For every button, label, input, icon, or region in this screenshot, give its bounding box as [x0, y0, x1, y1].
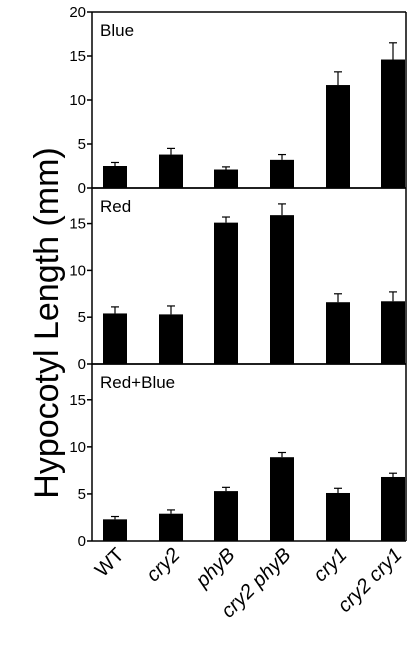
bar: [159, 314, 183, 364]
y-tick-label: 15: [69, 392, 86, 409]
y-tick-label: 15: [69, 48, 86, 65]
y-tick-label: 20: [69, 4, 86, 21]
category-label: WT: [91, 544, 129, 582]
bar: [159, 155, 183, 188]
bar: [270, 160, 294, 188]
category-label: cry2: [142, 544, 184, 586]
panel-title: Red+Blue: [100, 373, 175, 392]
y-tick-label: 10: [69, 262, 86, 279]
y-tick-label: 10: [69, 92, 86, 109]
bar: [214, 223, 238, 364]
y-tick-label: 5: [78, 486, 86, 503]
bar: [326, 493, 350, 541]
bar: [270, 215, 294, 364]
y-tick-label: 0: [78, 533, 86, 550]
category-label: phyB: [191, 544, 240, 593]
bar: [214, 170, 238, 188]
y-tick-label: 10: [69, 439, 86, 456]
bar: [270, 457, 294, 541]
panel-title: Blue: [100, 21, 134, 40]
bar: [214, 491, 238, 541]
bar: [159, 514, 183, 541]
bar: [103, 166, 127, 188]
bar: [103, 519, 127, 541]
bar: [326, 302, 350, 364]
y-tick-label: 0: [78, 180, 86, 197]
panel-title: Red: [100, 197, 131, 216]
y-tick-label: 0: [78, 356, 86, 373]
bar: [381, 60, 405, 188]
bar: [381, 477, 405, 541]
y-tick-label: 5: [78, 136, 86, 153]
category-label: cry1: [309, 544, 351, 586]
bar: [326, 85, 350, 188]
y-axis-label: Hypocotyl Length (mm): [28, 147, 66, 498]
y-tick-label: 15: [69, 216, 86, 233]
y-tick-label: 5: [78, 309, 86, 326]
bar: [103, 313, 127, 364]
bar: [381, 301, 405, 364]
